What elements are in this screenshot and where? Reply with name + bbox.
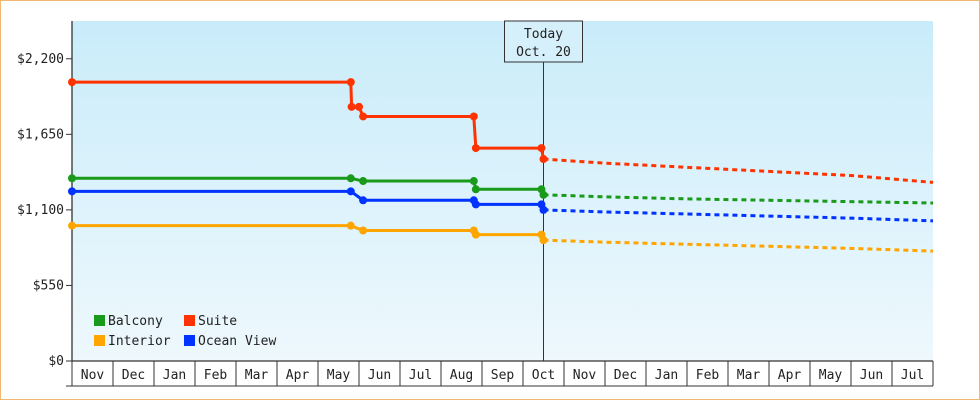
data-point: [539, 155, 548, 164]
month-label: Jan: [655, 368, 678, 383]
legend-label: Suite: [198, 314, 237, 329]
data-point: [346, 78, 355, 87]
month-label: Mar: [737, 368, 761, 383]
month-label: Feb: [204, 368, 228, 383]
y-axis-ticks: $0 $550 $1,100 $1,650 $2,200: [17, 52, 72, 369]
y-tick-label: $1,650: [17, 127, 64, 142]
data-point: [469, 112, 478, 121]
legend-swatch: [94, 315, 105, 326]
data-point: [359, 177, 368, 186]
month-label: May: [819, 368, 843, 383]
y-tick-label: $1,100: [17, 203, 64, 218]
data-point: [68, 187, 76, 196]
data-point: [539, 190, 548, 199]
month-label: Dec: [122, 368, 145, 383]
data-point: [359, 112, 368, 121]
today-marker: Today Oct. 20: [504, 20, 583, 361]
month-label: Jan: [163, 368, 186, 383]
data-point: [469, 177, 478, 186]
data-point: [471, 185, 480, 194]
legend-swatch: [184, 335, 195, 346]
data-point: [355, 102, 363, 111]
data-point: [68, 174, 76, 183]
legend-label: Interior: [108, 334, 171, 349]
month-label: Jun: [368, 368, 391, 383]
forecast-line-suite: [543, 157, 934, 184]
month-label: Feb: [696, 368, 720, 383]
legend: Balcony Suite Interior Ocean View: [94, 314, 276, 349]
y-tick-label: $550: [33, 278, 64, 293]
month-label: Jul: [409, 368, 432, 383]
legend-label: Balcony: [108, 314, 163, 329]
data-point: [471, 144, 480, 153]
data-point: [347, 102, 356, 111]
month-label: Oct: [532, 368, 555, 383]
data-point: [346, 221, 355, 230]
data-point: [471, 200, 480, 209]
x-axis-months: Nov Dec Jan Feb Mar Apr May Jun Jul Aug Sep Oct Nov D…: [66, 361, 934, 387]
month-label: Nov: [573, 368, 597, 383]
month-label: Dec: [614, 368, 637, 383]
month-label: Apr: [778, 368, 802, 383]
today-label: Today: [524, 27, 563, 42]
legend-swatch: [184, 315, 195, 326]
legend-swatch: [94, 335, 105, 346]
forecast-line-ocean-view: [543, 208, 934, 223]
data-point: [539, 205, 548, 214]
data-point: [346, 187, 355, 196]
month-label: Jun: [860, 368, 883, 383]
data-point: [68, 221, 76, 230]
data-point: [346, 174, 355, 183]
forecast-line-balcony: [543, 193, 934, 205]
today-date: Oct. 20: [516, 45, 571, 60]
data-point: [359, 226, 368, 235]
month-label: Nov: [81, 368, 105, 383]
y-tick-label: $0: [48, 354, 64, 369]
month-label: Sep: [491, 368, 515, 383]
month-label: May: [327, 368, 351, 383]
data-point: [537, 144, 546, 153]
month-label: Mar: [245, 368, 269, 383]
month-label: Apr: [286, 368, 310, 383]
legend-label: Ocean View: [198, 334, 276, 349]
month-label: Jul: [901, 368, 924, 383]
y-tick-label: $2,200: [17, 52, 64, 67]
data-point: [68, 78, 76, 87]
data-point: [539, 236, 548, 245]
month-label: Aug: [450, 368, 473, 383]
series-lines: [68, 78, 934, 253]
forecast-line-interior: [543, 238, 934, 253]
data-point: [471, 230, 480, 239]
month-band: [66, 362, 933, 386]
data-point: [359, 196, 368, 205]
today-label-box: [504, 20, 583, 63]
